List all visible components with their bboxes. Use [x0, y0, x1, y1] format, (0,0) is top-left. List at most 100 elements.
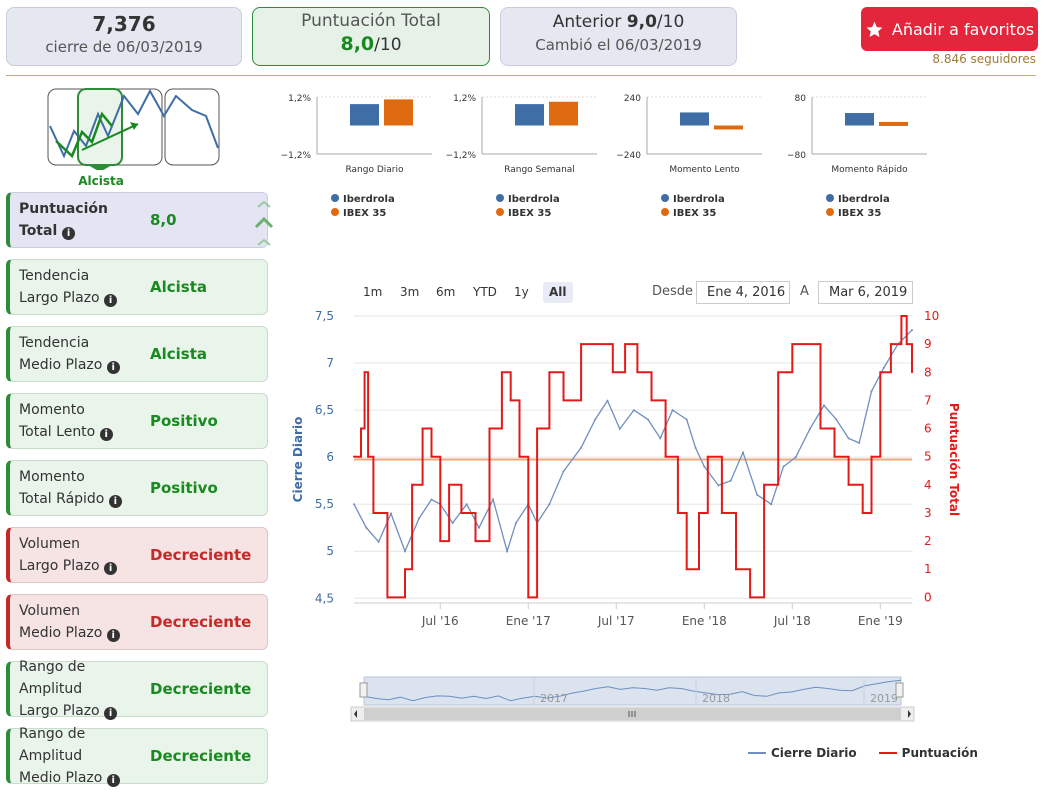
mini-legend-item[interactable]: IBEX 35 [331, 208, 386, 219]
criteria-label-line2: Largo Plazo [19, 558, 100, 574]
legend-item-score[interactable]: Puntuación [878, 746, 978, 760]
info-icon[interactable]: i [108, 495, 122, 508]
criteria-value: Decreciente [150, 546, 252, 564]
y2-tick-label: 9 [924, 337, 932, 351]
mini-bar-iberdrola [350, 104, 379, 126]
price-point [717, 484, 720, 487]
price-point [870, 390, 873, 393]
from-date-input[interactable]: Ene 4, 2016 [696, 281, 790, 304]
x-tick-label: Jul '18 [773, 614, 811, 628]
mini-legend-item[interactable]: Iberdrola [826, 194, 890, 205]
info-icon[interactable]: i [106, 361, 120, 374]
mini-ytick-bottom: −1,2% [446, 151, 477, 161]
previous-max: /10 [656, 12, 685, 32]
navigator-mask [363, 676, 902, 706]
mini-legend-item[interactable]: IBEX 35 [661, 208, 716, 219]
criteria-row[interactable]: Volumen Medio Plazo i Decreciente [6, 594, 268, 650]
mini-legend-item[interactable]: Iberdrola [661, 194, 725, 205]
criteria-label-line1: Tendencia [19, 335, 90, 351]
info-icon[interactable]: i [99, 428, 113, 441]
criteria-label: Puntuación Total i [10, 198, 150, 242]
criteria-row[interactable]: Volumen Largo Plazo i Decreciente [6, 527, 268, 583]
mini-legend-item[interactable]: IBEX 35 [496, 208, 551, 219]
mini-bar-ibex [384, 99, 413, 126]
mini-legend-dot [331, 194, 339, 202]
score-point [367, 455, 370, 458]
y2-tick-label: 2 [924, 534, 932, 548]
score-point [597, 343, 600, 346]
legend-item-price[interactable]: Cierre Diario [748, 746, 857, 760]
range-button[interactable]: YTD [473, 285, 497, 299]
score-point [805, 343, 808, 346]
range-button[interactable]: All [543, 282, 573, 303]
y2-tick-label: 1 [924, 562, 932, 576]
mini-ytick-bottom: −80 [787, 151, 806, 161]
y-tick-label: 6 [326, 450, 334, 464]
to-date-input[interactable]: Mar 6, 2019 [818, 281, 913, 304]
score-point [636, 371, 639, 374]
score-point [411, 483, 414, 486]
y-tick-label: 4,5 [315, 591, 334, 605]
score-point [527, 596, 530, 599]
price-point [794, 456, 797, 459]
range-button[interactable]: 1y [514, 285, 529, 299]
mini-legend-dot [826, 194, 834, 202]
price-point [685, 418, 688, 421]
range-button[interactable]: 6m [436, 285, 456, 299]
price-point [646, 418, 649, 421]
mini-bar-ibex [879, 121, 908, 126]
add-favorite-label: Añadir a favoritos [891, 19, 1035, 39]
score-max: /10 [374, 35, 402, 55]
info-icon[interactable]: i [104, 707, 118, 720]
price-point [451, 522, 454, 525]
score-point [650, 399, 653, 402]
legend-label-score: Puntuación [901, 746, 978, 760]
previous-card: Anterior 9,0/10 Cambió el 06/03/2019 [500, 7, 737, 66]
info-icon[interactable]: i [104, 562, 118, 575]
y2-tick-label: 10 [924, 309, 939, 323]
mini-legend-item[interactable]: IBEX 35 [826, 208, 881, 219]
score-point [819, 427, 822, 430]
mini-ytick-top: 1,2% [453, 94, 476, 104]
y-tick-label: 6,5 [315, 403, 334, 417]
info-icon[interactable]: i [106, 629, 120, 642]
mini-legend-item[interactable]: Iberdrola [331, 194, 395, 205]
score-point [536, 427, 539, 430]
criteria-row[interactable]: Tendencia Largo Plazo i Alcista [6, 259, 268, 315]
mini-bar-ibex [714, 125, 743, 130]
score-point [518, 455, 521, 458]
range-button[interactable]: 3m [400, 285, 420, 299]
navigator[interactable]: 2017 2018 2019 [350, 675, 915, 725]
score-point [439, 540, 442, 543]
criteria-row[interactable]: Momento Total Lento i Positivo [6, 393, 268, 449]
trend-illustration [47, 88, 220, 172]
range-button[interactable]: 1m [363, 285, 383, 299]
price-point [835, 418, 838, 421]
price-point [514, 522, 517, 525]
y2-tick-label: 8 [924, 365, 932, 379]
criteria-row[interactable]: Momento Total Rápido i Positivo [6, 460, 268, 516]
price-point [659, 437, 662, 440]
info-icon[interactable]: i [106, 774, 120, 787]
criteria-row[interactable]: Puntuación Total i 8,0 [6, 192, 274, 248]
mini-legend-dot [496, 194, 504, 202]
mini-bar-charts: 1,2% −1,2% Rango Diario 1,2% −1,2% Rango Sema… [281, 94, 927, 175]
info-icon[interactable]: i [104, 294, 118, 307]
y-axis-title: Cierre Diario [291, 417, 305, 503]
trend-label: Alcista [78, 174, 124, 188]
criteria-row[interactable]: Tendencia Medio Plazo i Alcista [6, 326, 268, 382]
add-favorite-button[interactable]: Añadir a favoritos [861, 7, 1038, 51]
score-point [353, 455, 355, 458]
chevron-collapse-icon[interactable] [254, 197, 274, 247]
y2-tick-label: 3 [924, 506, 932, 520]
mini-legend-item[interactable]: Iberdrola [496, 194, 560, 205]
price-point [404, 550, 407, 553]
price-point [822, 404, 825, 407]
y2-axis-title: Puntuación Total [947, 403, 961, 516]
info-icon[interactable]: i [62, 227, 76, 240]
mini-xlabel: Rango Diario [345, 165, 404, 175]
criteria-row[interactable]: Rango de Amplitud Medio Plazo i Decrecient… [6, 726, 268, 787]
price-point [770, 503, 773, 506]
mini-xlabel: Momento Lento [669, 165, 740, 175]
criteria-row[interactable]: Rango de Amplitud Largo Plazo i Decrecient… [6, 659, 268, 720]
